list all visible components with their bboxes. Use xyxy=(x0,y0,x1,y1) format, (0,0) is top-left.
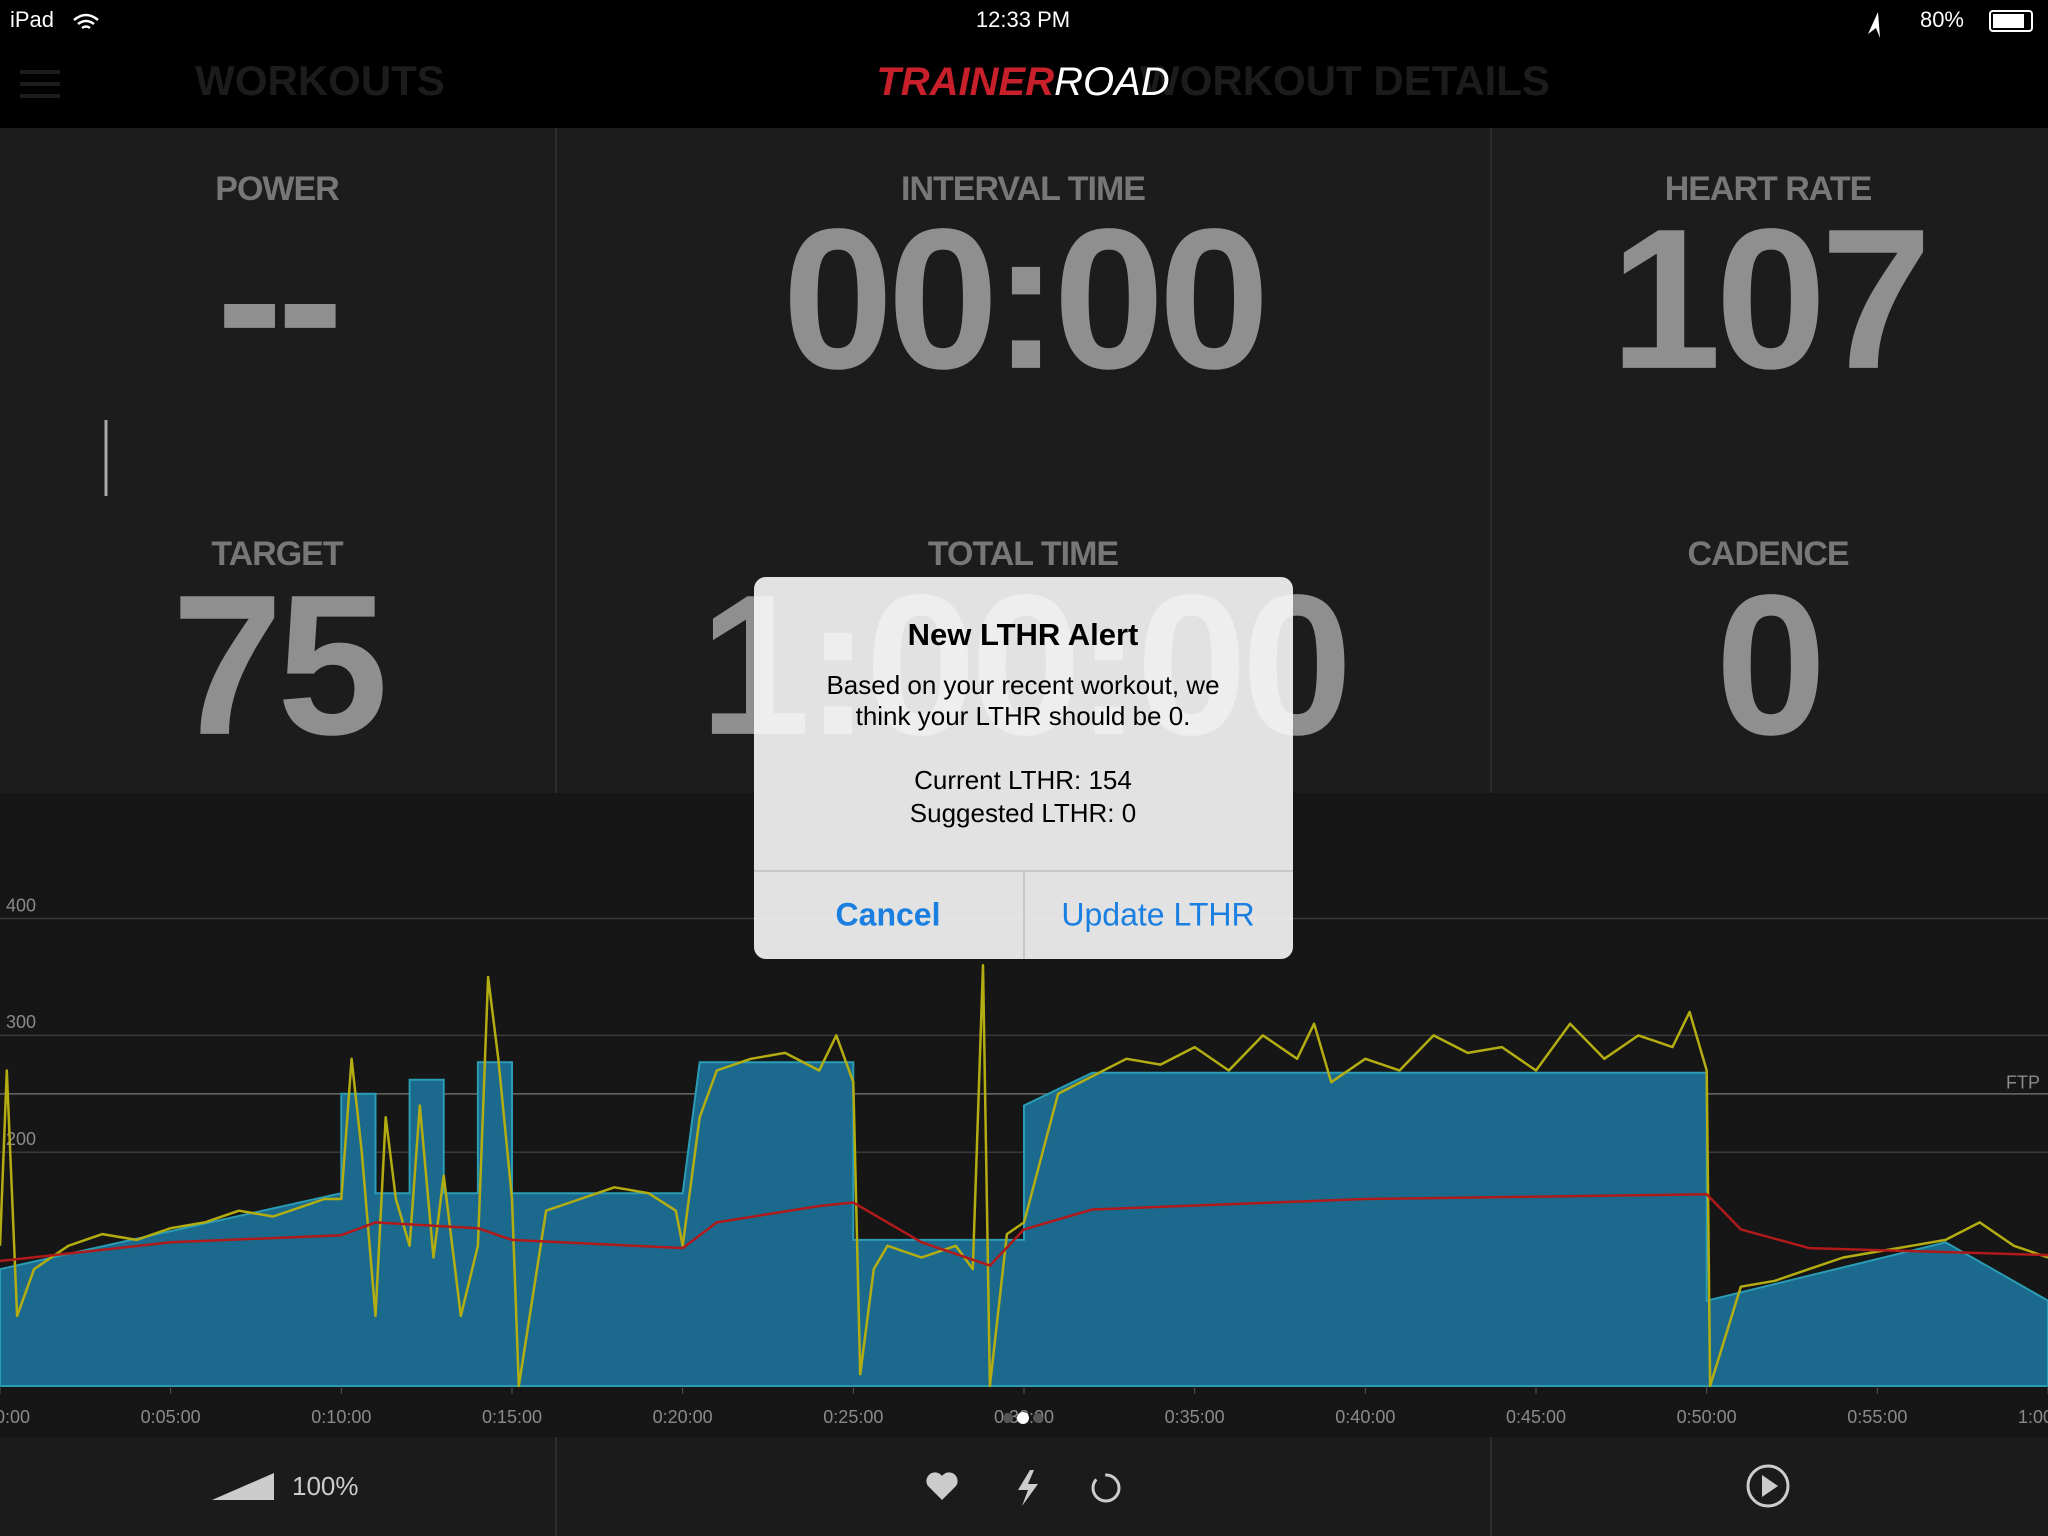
cancel-button[interactable]: Cancel xyxy=(836,896,941,932)
page-dot xyxy=(1017,1412,1029,1424)
battery-icon xyxy=(1989,10,2033,32)
x-tick-label: 0:05:00 xyxy=(141,1407,201,1427)
metric-value: -- xyxy=(216,188,337,411)
tab-workouts[interactable]: WORKOUTS xyxy=(195,57,445,104)
metric-value: 107 xyxy=(1610,188,1926,411)
wifi-icon xyxy=(73,13,99,30)
x-tick-label: 0:50:00 xyxy=(1677,1407,1737,1427)
target-area xyxy=(0,1061,2048,1387)
location-icon xyxy=(1868,12,1880,38)
metric-label: POWER xyxy=(215,170,339,208)
tab-workout-details[interactable]: WORKOUT DETAILS xyxy=(1140,57,1550,104)
device-name: iPad xyxy=(10,7,54,32)
x-tick-label: 0:15:00 xyxy=(482,1407,542,1427)
intensity-icon[interactable] xyxy=(212,1473,274,1500)
x-tick-label: 0:35:00 xyxy=(1165,1407,1225,1427)
logo-bold: TRAINER xyxy=(876,60,1054,104)
metric-label: CADENCE xyxy=(1687,535,1848,573)
x-tick-label: 0:55:00 xyxy=(1847,1407,1907,1427)
ftp-label: FTP xyxy=(2006,1073,2040,1093)
dialog-box xyxy=(754,577,1293,959)
suggested-lthr: Suggested LTHR: 0 xyxy=(910,798,1136,828)
dialog-message: think your LTHR should be 0. xyxy=(856,701,1191,731)
logo: TRAINERROAD xyxy=(876,60,1169,104)
menu-button[interactable] xyxy=(20,70,60,98)
cadence-icon[interactable] xyxy=(1091,1473,1121,1503)
alert-dialog: New LTHR Alert Based on your recent work… xyxy=(754,577,1293,959)
series-line xyxy=(0,1193,2048,1267)
play-button[interactable] xyxy=(1746,1464,1790,1508)
metric-label: HEART RATE xyxy=(1665,170,1872,208)
metric-value: 0 xyxy=(1715,554,1820,777)
metric-value: 75 xyxy=(172,554,383,777)
power-icon[interactable] xyxy=(1018,1470,1038,1506)
battery-fill xyxy=(1993,14,2024,28)
page-dot xyxy=(1003,1413,1013,1423)
page-dot xyxy=(1033,1413,1043,1423)
x-tick-label: 0:45:00 xyxy=(1506,1407,1566,1427)
x-tick-label: 0:20:00 xyxy=(653,1407,713,1427)
x-tick-label: 0:10:00 xyxy=(311,1407,371,1427)
dialog-title: New LTHR Alert xyxy=(908,617,1139,652)
y-tick-label: 200 xyxy=(6,1129,36,1149)
update-button[interactable]: Update LTHR xyxy=(1061,896,1254,932)
battery-level: 80% xyxy=(1920,7,1964,32)
top-bar xyxy=(0,0,2048,128)
current-lthr: Current LTHR: 154 xyxy=(914,765,1132,795)
clock: 12:33 PM xyxy=(976,7,1070,32)
intensity-value: 100% xyxy=(292,1471,359,1501)
x-tick-label: 1:00:00 xyxy=(2018,1407,2048,1427)
dialog-message: Based on your recent workout, we xyxy=(826,670,1219,700)
x-tick-label: 0:40:00 xyxy=(1335,1407,1395,1427)
metric-label: TARGET xyxy=(211,535,343,573)
play-icon xyxy=(1762,1475,1778,1497)
metric-label: INTERVAL TIME xyxy=(901,170,1145,208)
logo-light: ROAD xyxy=(1054,60,1170,104)
heart-icon[interactable] xyxy=(926,1472,958,1500)
y-tick-label: 300 xyxy=(6,1012,36,1032)
x-tick-label: 0:25:00 xyxy=(823,1407,883,1427)
series-line xyxy=(0,964,2048,1388)
y-tick-label: 400 xyxy=(6,895,36,915)
x-tick-label: 0:00:00 xyxy=(0,1407,30,1427)
metric-value: 00:00 xyxy=(782,188,1264,411)
metric-label: TOTAL TIME xyxy=(928,535,1119,573)
